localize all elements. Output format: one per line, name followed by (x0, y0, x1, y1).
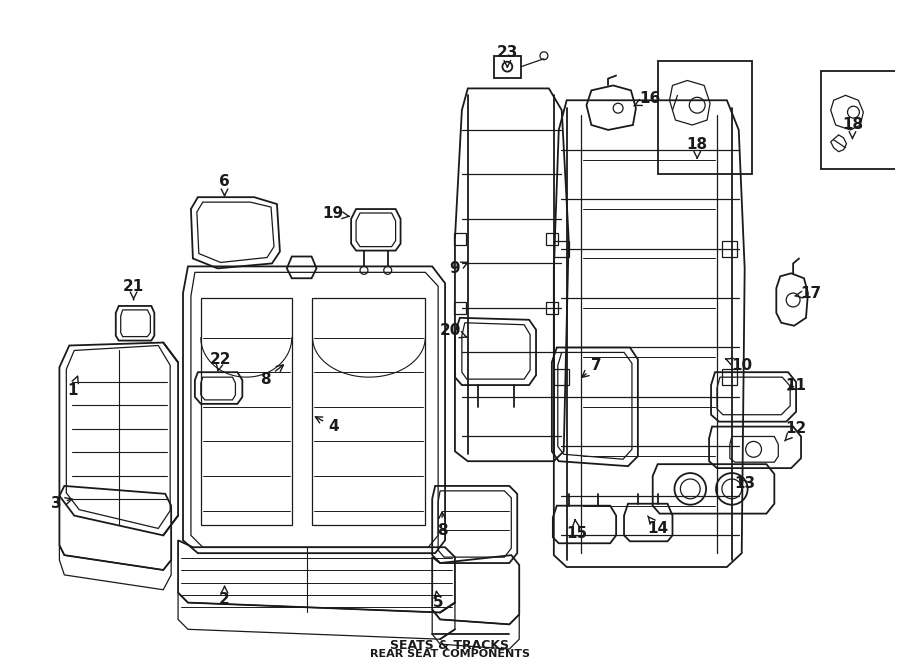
Text: SEATS & TRACKS: SEATS & TRACKS (391, 639, 509, 652)
Text: 18: 18 (687, 137, 707, 158)
Text: 5: 5 (433, 591, 444, 610)
Text: 13: 13 (734, 477, 755, 491)
Text: 20: 20 (439, 323, 466, 338)
Text: 16: 16 (634, 91, 661, 106)
Text: REAR SEAT COMPONENTS: REAR SEAT COMPONENTS (370, 649, 530, 659)
Bar (454, 233, 466, 245)
Text: 3: 3 (51, 496, 72, 511)
Text: 17: 17 (795, 285, 822, 301)
Bar (454, 302, 466, 314)
Text: 23: 23 (497, 45, 518, 67)
Text: 9: 9 (450, 261, 468, 276)
Text: 4: 4 (315, 417, 338, 434)
Text: 7: 7 (582, 357, 602, 377)
Text: 2: 2 (220, 586, 230, 607)
Text: 14: 14 (647, 516, 668, 536)
Text: 18: 18 (842, 117, 863, 138)
Text: 8: 8 (260, 365, 284, 387)
Bar (546, 302, 558, 314)
Text: 6: 6 (220, 174, 230, 196)
Text: 11: 11 (786, 377, 806, 393)
Text: 22: 22 (210, 352, 231, 371)
Bar (546, 233, 558, 245)
Text: 21: 21 (123, 279, 144, 299)
Bar (493, 56, 521, 77)
Text: 15: 15 (566, 520, 587, 541)
Text: 1: 1 (67, 376, 78, 397)
Text: 8: 8 (436, 512, 447, 538)
Bar (821, 71, 898, 169)
Text: 12: 12 (785, 421, 806, 441)
Text: 19: 19 (323, 207, 349, 222)
Bar (658, 61, 752, 174)
Text: 10: 10 (725, 357, 752, 373)
